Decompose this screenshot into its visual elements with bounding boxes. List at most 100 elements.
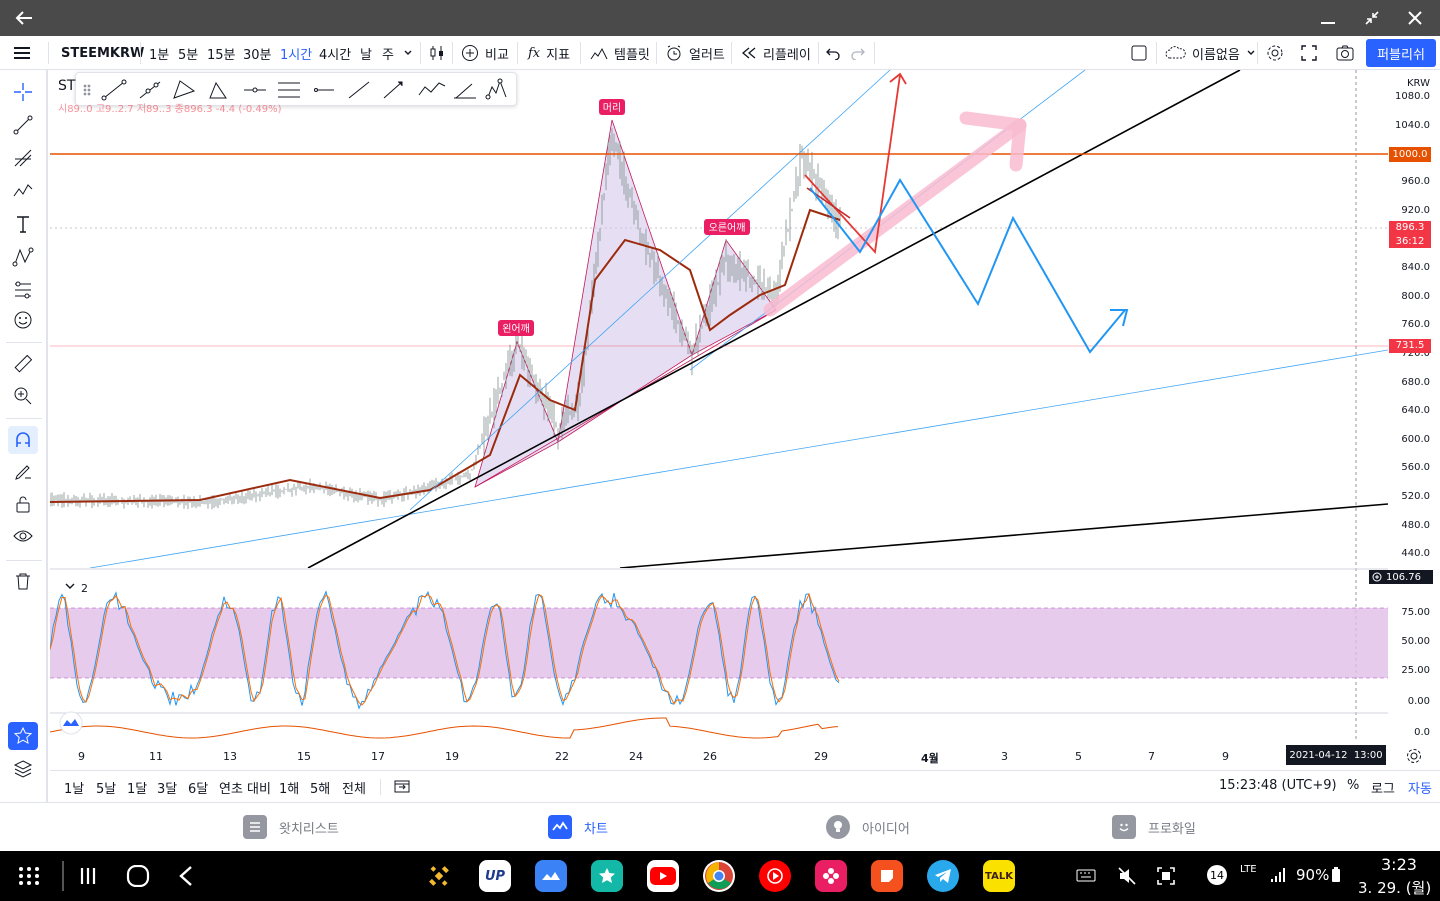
range-5y[interactable]: 5해: [310, 782, 331, 797]
interval-5m[interactable]: 5분: [178, 47, 199, 63]
stoch-d-line: [50, 592, 840, 706]
settings-gear-icon[interactable]: [1265, 36, 1285, 70]
time-tick: 5: [1075, 750, 1082, 763]
text-tool-icon[interactable]: [8, 210, 38, 238]
right-shoulder-label: 오른어깨: [704, 219, 750, 235]
apps-grid-icon[interactable]: [18, 866, 40, 890]
interval-1m[interactable]: 1분: [149, 47, 170, 63]
range-5d[interactable]: 5날: [96, 782, 117, 797]
nav-chart[interactable]: 차트: [548, 815, 608, 839]
pattern-tools-icon[interactable]: [8, 177, 38, 205]
nav-profile[interactable]: 프로화일: [1112, 815, 1196, 839]
eye-icon[interactable]: [8, 522, 38, 550]
time-axis[interactable]: 9 11 13 15 17 19 22 24 26 29 4월 3 5 7 9 …: [50, 742, 1388, 770]
layout-name-button[interactable]: 이름없음: [1164, 36, 1256, 70]
red-arrow-head: [889, 72, 907, 85]
main-chart-canvas[interactable]: 왼어깨 머리 오른어깨 2: [50, 70, 1388, 742]
range-ytd[interactable]: 연초 대비: [219, 782, 271, 797]
youtube-app-icon[interactable]: [647, 860, 679, 892]
camera-icon[interactable]: [1335, 36, 1355, 70]
recent-apps-icon[interactable]: [78, 866, 98, 890]
stay-in-drawing-mode-icon[interactable]: [8, 458, 38, 486]
trend-line-icon[interactable]: [8, 111, 38, 139]
price-tick: 920.0: [1401, 205, 1430, 216]
home-icon[interactable]: [126, 864, 150, 891]
object-tree-layers-icon[interactable]: [8, 755, 38, 783]
flower-app-icon[interactable]: [815, 860, 847, 892]
plus-circle-icon: [462, 45, 478, 61]
range-3m[interactable]: 3달: [157, 782, 178, 797]
screen-capture-icon: [1156, 866, 1176, 890]
interval-week[interactable]: 주: [382, 47, 394, 63]
interval-30m[interactable]: 30분: [243, 47, 272, 63]
auto-toggle[interactable]: 자동: [1408, 782, 1432, 797]
cloud-app-icon[interactable]: [535, 860, 567, 892]
pane-collapse-control[interactable]: 2: [65, 582, 88, 595]
fib-tools-icon[interactable]: [8, 144, 38, 172]
interval-15m[interactable]: 15분: [207, 47, 236, 63]
log-toggle[interactable]: 로그: [1371, 782, 1395, 797]
star-app-icon[interactable]: [591, 860, 623, 892]
xabcd-pattern-icon[interactable]: [8, 243, 38, 271]
back-arrow-icon[interactable]: [6, 0, 42, 36]
back-icon[interactable]: [178, 865, 194, 891]
lock-icon[interactable]: [8, 490, 38, 518]
telegram-app-icon[interactable]: [927, 860, 959, 892]
interval-1h-active[interactable]: 1시간: [280, 47, 313, 63]
lightbulb-icon: [826, 815, 850, 839]
price-tick: 640.0: [1401, 405, 1430, 416]
select-rect-icon[interactable]: [1130, 36, 1148, 70]
price-tick: 560.0: [1401, 462, 1430, 473]
svg-text:머리: 머리: [603, 102, 621, 114]
blue-arrow-head: [1110, 309, 1129, 327]
compare-button[interactable]: 비교: [461, 36, 509, 70]
range-6m[interactable]: 6달: [188, 782, 209, 797]
templates-button[interactable]: 템플릿: [590, 36, 650, 70]
prediction-tools-icon[interactable]: [8, 276, 38, 304]
chart-line-icon: [548, 815, 572, 839]
range-1m[interactable]: 1달: [127, 782, 148, 797]
interval-4h[interactable]: 4시간: [319, 47, 352, 63]
notes-app-icon[interactable]: [871, 860, 903, 892]
interval-day[interactable]: 날: [360, 47, 372, 63]
emoji-icon[interactable]: [8, 306, 38, 334]
candle-type-icon[interactable]: [428, 36, 446, 70]
shrink-icon[interactable]: [1354, 0, 1390, 36]
kakaotalk-app-icon[interactable]: TALK: [983, 860, 1015, 892]
alert-button[interactable]: 얼러트: [665, 36, 725, 70]
line-tool-icon[interactable]: [103, 81, 125, 99]
clock-timezone[interactable]: 15:23:48 (UTC+9): [1219, 778, 1337, 793]
menu-icon[interactable]: [12, 36, 32, 70]
symbol-search[interactable]: STEEMKRW: [61, 45, 145, 61]
chrome-app-icon[interactable]: [703, 860, 735, 892]
percent-toggle[interactable]: %: [1347, 778, 1360, 793]
time-tick: 15: [297, 750, 311, 763]
axis-settings-gear-icon[interactable]: [1404, 746, 1424, 770]
price-candles: [50, 128, 841, 510]
crosshair-icon[interactable]: [8, 78, 38, 106]
magnet-icon[interactable]: [8, 426, 38, 454]
nav-ideas[interactable]: 아이디어: [826, 815, 910, 839]
goto-date-icon[interactable]: [393, 778, 411, 798]
upbit-app-icon[interactable]: UP: [479, 860, 511, 892]
trash-icon[interactable]: [8, 567, 38, 595]
youtube-music-app-icon[interactable]: [759, 860, 791, 892]
range-all[interactable]: 전체: [342, 782, 366, 797]
close-icon[interactable]: [1397, 0, 1433, 36]
zoom-in-icon[interactable]: [8, 382, 38, 410]
chevron-down-icon[interactable]: [403, 36, 413, 70]
favorites-star-icon[interactable]: [8, 722, 38, 750]
binance-app-icon[interactable]: [423, 860, 455, 892]
redo-icon[interactable]: [850, 36, 866, 70]
range-1d[interactable]: 1날: [64, 782, 85, 797]
indicators-button[interactable]: fx 지표: [528, 45, 571, 63]
publish-button[interactable]: 퍼블리쉬: [1366, 39, 1436, 67]
fullscreen-icon[interactable]: [1300, 36, 1318, 70]
undo-icon[interactable]: [825, 36, 841, 70]
price-scale[interactable]: KRW 1080.0 1040.0 960.0 920.0 840.0 800.…: [1388, 70, 1440, 742]
nav-watchlist[interactable]: 왓치리스트: [243, 815, 339, 839]
range-1y[interactable]: 1해: [279, 782, 300, 797]
replay-button[interactable]: 리플레이: [741, 36, 811, 70]
minimize-icon[interactable]: [1310, 0, 1346, 36]
ruler-icon[interactable]: [8, 350, 38, 378]
